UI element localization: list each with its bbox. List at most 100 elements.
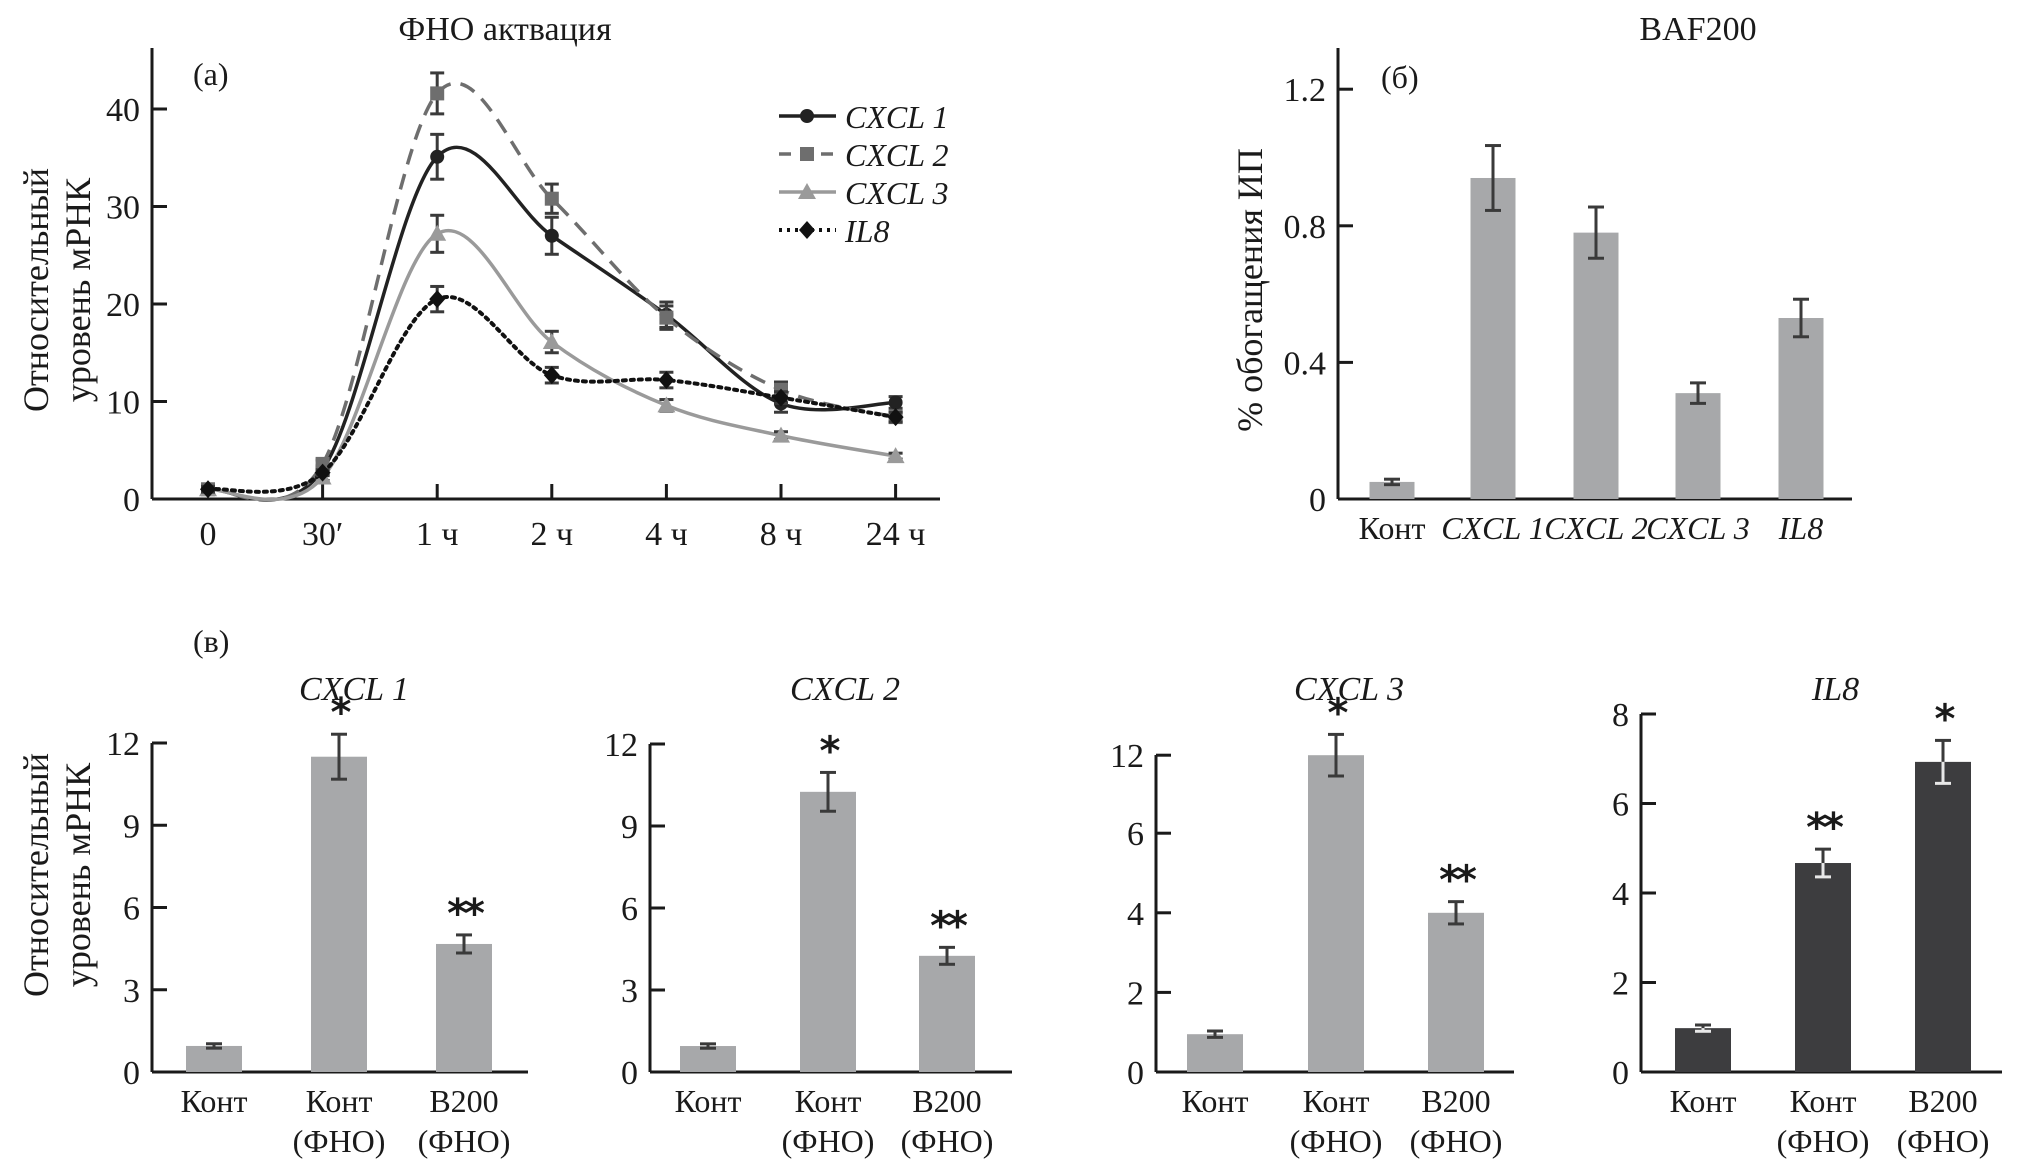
- significance-marker: **: [1439, 858, 1477, 904]
- data-point: [429, 290, 446, 309]
- series-line-il8: [206, 295, 898, 494]
- y-tick-label: 0: [1612, 1055, 1629, 1092]
- panel-v-il8-bar-chart: 0 2 4 6 8 Конт ** Конт (ФНО) * B200 (ФНО) IL8: [1612, 671, 2002, 1159]
- data-point: [657, 396, 676, 413]
- data-point: [428, 224, 447, 241]
- y-tick-label: 2: [1127, 975, 1144, 1012]
- significance-marker: *: [1935, 696, 1956, 742]
- data-point: [200, 480, 216, 499]
- y-tick-label: 10: [106, 385, 140, 422]
- x-tick-label: (ФНО): [1410, 1123, 1503, 1159]
- data-point: [772, 426, 790, 443]
- bar: [1675, 393, 1721, 499]
- legend-marker-il8: [799, 221, 815, 239]
- significance-marker: **: [447, 891, 485, 937]
- y-tick-label: 40: [106, 92, 140, 129]
- x-tick-label: (ФНО): [1897, 1123, 1990, 1159]
- x-tick-label: Конт: [1182, 1083, 1249, 1119]
- x-tick-label: B200: [429, 1083, 498, 1119]
- bar: [1308, 755, 1364, 1072]
- data-point: [544, 228, 559, 243]
- data-point: [888, 395, 903, 410]
- y-tick-label: 4: [1127, 896, 1144, 933]
- legend-label: CXCL 1: [845, 99, 948, 135]
- y-tick-label: 20: [106, 287, 140, 324]
- y-tick-label: 9: [123, 808, 140, 845]
- panel-b-label: (б): [1381, 59, 1419, 95]
- x-tick-label: Конт: [1303, 1083, 1370, 1119]
- series-line-cxcl-3: [207, 229, 896, 502]
- data-point: [314, 463, 331, 482]
- bar: [1778, 318, 1824, 499]
- x-tick-label: CXCL 3: [1646, 510, 1749, 546]
- y-tick-label: 12: [1110, 738, 1144, 775]
- y-tick-label: 0.4: [1284, 345, 1327, 382]
- significance-marker: **: [930, 903, 968, 949]
- panel-v-label: (в): [193, 623, 229, 659]
- chart-title: CXCL 1: [299, 671, 409, 708]
- y-tick-label: 12: [106, 726, 140, 763]
- bar: [1187, 1034, 1243, 1072]
- data-point: [658, 371, 675, 390]
- bar: [1675, 1028, 1731, 1072]
- y-tick-label: 9: [621, 809, 638, 846]
- y-tick-label: 0: [123, 482, 140, 519]
- panel-a-ylabel-line2: уровень мРНК: [58, 177, 98, 402]
- x-tick-label: B200: [912, 1083, 981, 1119]
- y-tick-label: 0: [1309, 482, 1326, 519]
- x-tick-label: Конт: [675, 1083, 742, 1119]
- x-tick-label: Конт: [1670, 1083, 1737, 1119]
- y-tick-label: 6: [123, 891, 140, 928]
- x-tick-label: Конт: [181, 1083, 248, 1119]
- x-tick-label: 1 ч: [416, 516, 459, 553]
- bar: [311, 756, 367, 1072]
- bar: [800, 791, 856, 1072]
- data-point: [773, 388, 789, 407]
- y-tick-label: 0: [1127, 1055, 1144, 1092]
- panel-b-title: BAF200: [1639, 11, 1756, 48]
- bar: [1369, 481, 1415, 499]
- series-il8: [200, 284, 904, 499]
- y-tick-label: 0: [123, 1055, 140, 1092]
- bar: [1428, 912, 1484, 1072]
- bar: [186, 1045, 242, 1072]
- x-tick-label: CXCL 1: [1441, 510, 1544, 546]
- panel-a-title: ФНО актвация: [398, 11, 612, 48]
- legend-label: CXCL 2: [845, 137, 948, 173]
- y-tick-label: 12: [604, 727, 638, 764]
- y-tick-label: 4: [1612, 876, 1629, 913]
- bar: [1795, 863, 1851, 1072]
- panel-b-ylabel: % обогащения ИП: [1230, 148, 1270, 432]
- x-tick-label: 8 ч: [760, 516, 803, 553]
- y-tick-label: 3: [621, 973, 638, 1010]
- bar: [1470, 177, 1516, 500]
- y-tick-label: 6: [621, 891, 638, 928]
- x-tick-label: 2 ч: [530, 516, 573, 553]
- x-tick-label: (ФНО): [418, 1123, 511, 1159]
- legend-marker-cxcl-1: [800, 109, 814, 123]
- x-tick-label: (ФНО): [901, 1123, 994, 1159]
- panel-v-cxcl2-bar-chart: 0 3 6 9 12 Конт * Конт (ФНО) ** B200 (ФНО) CXCL 2: [604, 671, 1012, 1159]
- panel-a-label: (a): [193, 56, 229, 92]
- bar: [1915, 761, 1971, 1072]
- x-tick-label: IL8: [1778, 510, 1823, 546]
- x-tick-label: CXCL 2: [1544, 510, 1647, 546]
- data-point: [544, 191, 559, 206]
- panel-v-ylabel-line2: уровень мРНК: [58, 762, 98, 987]
- bar: [680, 1046, 736, 1072]
- bar: [1573, 232, 1619, 499]
- legend-label: IL8: [844, 213, 889, 249]
- data-point: [542, 333, 561, 350]
- chart-title: CXCL 3: [1294, 671, 1404, 708]
- y-tick-label: 8: [1612, 697, 1629, 734]
- x-tick-label: 4 ч: [645, 516, 688, 553]
- x-tick-label: Конт: [1359, 510, 1426, 546]
- legend-label: CXCL 3: [845, 175, 948, 211]
- x-tick-label: Конт: [306, 1083, 373, 1119]
- data-point: [430, 86, 445, 101]
